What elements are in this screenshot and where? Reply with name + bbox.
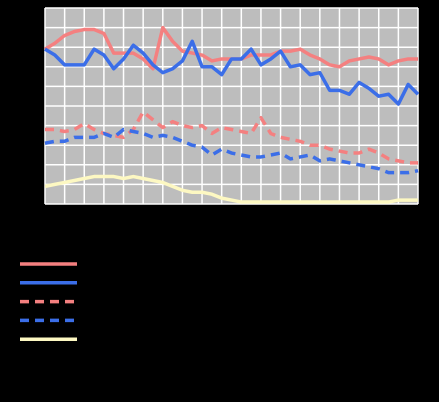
series-line: [44, 127, 419, 175]
series-line: [44, 39, 420, 106]
series-line: [44, 174, 418, 204]
